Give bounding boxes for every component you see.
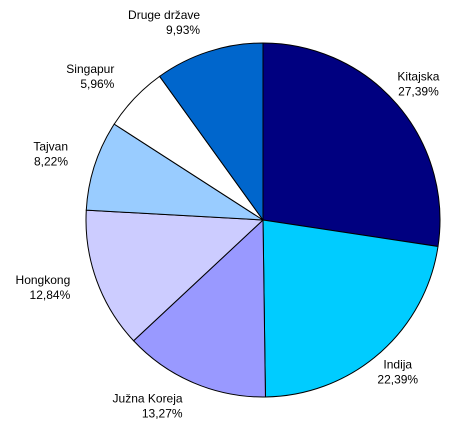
slice-name: Druge države (128, 8, 200, 22)
slice-value: 5,96% (80, 77, 114, 91)
slice-name: Kitajska (397, 69, 439, 83)
slice-name: Hongkong (16, 273, 71, 287)
slice-label: Druge države 9,93% (128, 8, 200, 37)
pie-slice (262, 42, 441, 248)
slice-value: 9,93% (166, 23, 200, 37)
slice-label: Hongkong 12,84% (16, 273, 71, 302)
slice-value: 27,39% (398, 84, 439, 98)
slice-label: Tajvan 8,22% (33, 140, 68, 169)
slice-value: 8,22% (34, 155, 68, 169)
slice-name: Južna Koreja (113, 392, 183, 406)
slice-name: Indija (383, 357, 412, 371)
pie-slice (158, 42, 264, 222)
slice-value: 13,27% (142, 407, 183, 421)
pie-slice (85, 209, 265, 342)
slice-label: Kitajska 27,39% (397, 69, 439, 98)
pie-slice (85, 123, 265, 221)
slice-name: Singapur (66, 62, 114, 76)
slice-label: Indija 22,39% (377, 357, 418, 386)
slice-label: Singapur 5,96% (66, 62, 114, 91)
pie-slice (132, 218, 266, 398)
pie-slice (262, 219, 439, 398)
slice-label: Južna Koreja 13,27% (113, 392, 183, 421)
slice-value: 22,39% (377, 372, 418, 386)
slice-value: 12,84% (30, 288, 71, 302)
slice-name: Tajvan (33, 140, 68, 154)
